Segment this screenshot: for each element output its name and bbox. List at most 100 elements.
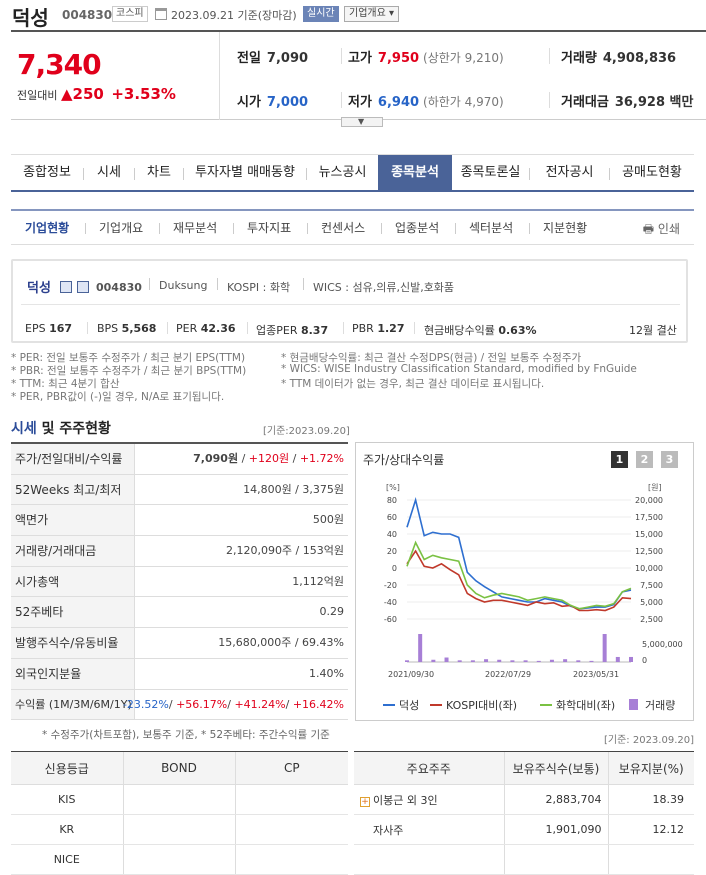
tab-chart[interactable]: 차트 [147, 165, 171, 180]
lower-limit: (하한가 4,970) [423, 95, 504, 109]
volume-bar [589, 660, 594, 662]
tab-disclosure[interactable]: 전자공시 [545, 165, 594, 180]
section-title-highlight: 시세 [11, 421, 37, 437]
volume-bar [629, 656, 633, 662]
subtab-shareholding[interactable]: 지분현황 [543, 221, 588, 235]
header-credit: 신용등급 [11, 751, 123, 785]
volume-bar [615, 656, 620, 662]
home-icon[interactable] [60, 281, 72, 293]
expand-plus-icon[interactable]: + [360, 796, 370, 807]
tab-news[interactable]: 뉴스공시 [318, 165, 367, 180]
series-line [406, 549, 632, 612]
y-tick-label: 0 [392, 564, 397, 573]
volume-bar [536, 660, 541, 662]
tab-investor-trading[interactable]: 투자자별 매매동향 [195, 165, 295, 180]
table-row: NICE [11, 844, 348, 875]
header-bond: BOND [122, 751, 235, 785]
company-code: 004830 [96, 281, 142, 294]
note-wics: * WICS: WISE Industry Classification Sta… [281, 363, 637, 375]
y2-tick-label: 15,000 [635, 530, 663, 539]
sub-tabs: 기업현황 기업개요 재무분석 투자지표 컨센서스 업종분석 섹터분석 지분현황 … [11, 209, 694, 245]
volume-tick-label: 5,000,000 [642, 640, 683, 649]
holder-shares: 1,901,090 [503, 814, 608, 845]
english-name: Duksung [159, 279, 208, 292]
divider [183, 168, 184, 180]
printer-icon: 🖶 [642, 222, 655, 236]
cp-rating [234, 784, 348, 815]
high-value: 7,950 [377, 51, 420, 66]
volume-bar [418, 634, 423, 662]
expand-toggle-button[interactable]: ▼ [341, 117, 383, 127]
wics-sector: WICS : 섬유,의류,신발,호화품 [313, 281, 455, 294]
fiscal-settlement: 12월 결산 [629, 324, 677, 337]
chart-period-1-button[interactable]: 1 [611, 451, 628, 468]
divider [134, 168, 135, 180]
bond-rating [122, 784, 235, 815]
holder-name: 이봉근 외 3인 [373, 793, 438, 807]
row-label: 52주베타 [11, 597, 135, 628]
section-date: [기준:2023.09.20] [263, 426, 350, 437]
row-value: 500원 [312, 513, 344, 527]
y-tick-label: 60 [387, 513, 397, 522]
table-row: 액면가 500원 [11, 505, 348, 537]
credit-rating-table: 신용등급 BOND CP KIS KR NICE [11, 751, 348, 875]
volume-bar [497, 659, 502, 662]
print-button[interactable]: 🖶 인쇄 [643, 220, 680, 241]
chart-title: 주가/상대수익률 [363, 453, 445, 467]
market-badge: 코스피 [112, 6, 148, 22]
tab-stock-analysis[interactable]: 종목분석 [378, 155, 452, 191]
chart-period-2-button[interactable]: 2 [636, 451, 653, 468]
subtab-company-status[interactable]: 기업현황 [25, 221, 70, 235]
note-ttm: * TTM: 최근 4분기 합산 [11, 378, 120, 390]
divider [167, 322, 168, 334]
y-tick-label: -40 [384, 598, 397, 607]
chart-period-3-button[interactable]: 3 [661, 451, 678, 468]
tab-short-selling[interactable]: 공매도현황 [622, 165, 682, 180]
row-label: 거래량/거래대금 [11, 536, 135, 566]
return-6m: +41.24% [234, 697, 286, 711]
table-row: 거래량/거래대금 2,120,090주 / 153억원 [11, 536, 348, 567]
subtab-industry[interactable]: 업종분석 [395, 221, 440, 235]
price-chart: [%] [원] 80 60 40 20 0 -20 -40 -60 20,000 17,500 15,0… [383, 483, 683, 712]
divider [414, 322, 415, 334]
subtab-company-overview[interactable]: 기업개요 [99, 221, 144, 235]
x-tick-label: 2021/09/30 [388, 670, 434, 679]
subtab-financial[interactable]: 재무분석 [173, 221, 218, 235]
table-row [354, 844, 694, 875]
price-value: 7,090원 [193, 452, 239, 465]
table-row: KR [11, 814, 348, 845]
subtab-sector[interactable]: 섹터분석 [469, 221, 514, 235]
cp-rating [234, 844, 348, 875]
prev-close: 전일 7,090 [237, 47, 308, 66]
info-icon[interactable] [77, 281, 89, 293]
divider [381, 223, 382, 234]
subtab-consensus[interactable]: 컨센서스 [321, 221, 366, 235]
low-price: 저가 6,940 (하한가 4,970) [348, 91, 504, 110]
row-label: 52Weeks 최고/최저 [11, 474, 135, 505]
trade-amount: 거래대금 36,928 백만 [561, 91, 693, 110]
pbr-item: PBR 1.27 [352, 322, 404, 335]
company-overview-dropdown[interactable]: 기업개요 ▾ [344, 6, 399, 22]
major-shareholders-table: 주요주주 보유주식수(보통) 보유지분(%) + 이봉근 외 3인 2,883,7… [354, 751, 694, 875]
high-label: 고가 [348, 51, 372, 66]
tab-summary[interactable]: 종합정보 [23, 165, 71, 180]
volume-bar [576, 660, 581, 662]
current-price: 7,340 [17, 48, 102, 81]
change-value: ▲250 [60, 85, 104, 103]
subtab-indicators[interactable]: 투자지표 [247, 221, 292, 235]
y-tick-label: 40 [387, 530, 397, 539]
volume-bar [405, 660, 409, 662]
table-row: 자사주 1,901,090 12.12 [354, 814, 694, 845]
realtime-button[interactable]: 실시간 [303, 6, 339, 22]
volume-bar [563, 659, 568, 662]
volume-bar [444, 657, 449, 662]
row-value: 2,120,090주 / 153억원 [225, 544, 344, 558]
price-change: +120원 [248, 452, 290, 465]
holder-percent: 18.39 [607, 784, 694, 815]
right-axis-unit: [원] [648, 483, 662, 492]
bond-rating [122, 844, 235, 875]
tab-discussion[interactable]: 종목토론실 [460, 165, 521, 180]
tab-quotes[interactable]: 시세 [97, 165, 121, 180]
low-label: 저가 [348, 95, 372, 110]
holder-cell[interactable]: + 이봉근 외 3인 [354, 784, 504, 815]
